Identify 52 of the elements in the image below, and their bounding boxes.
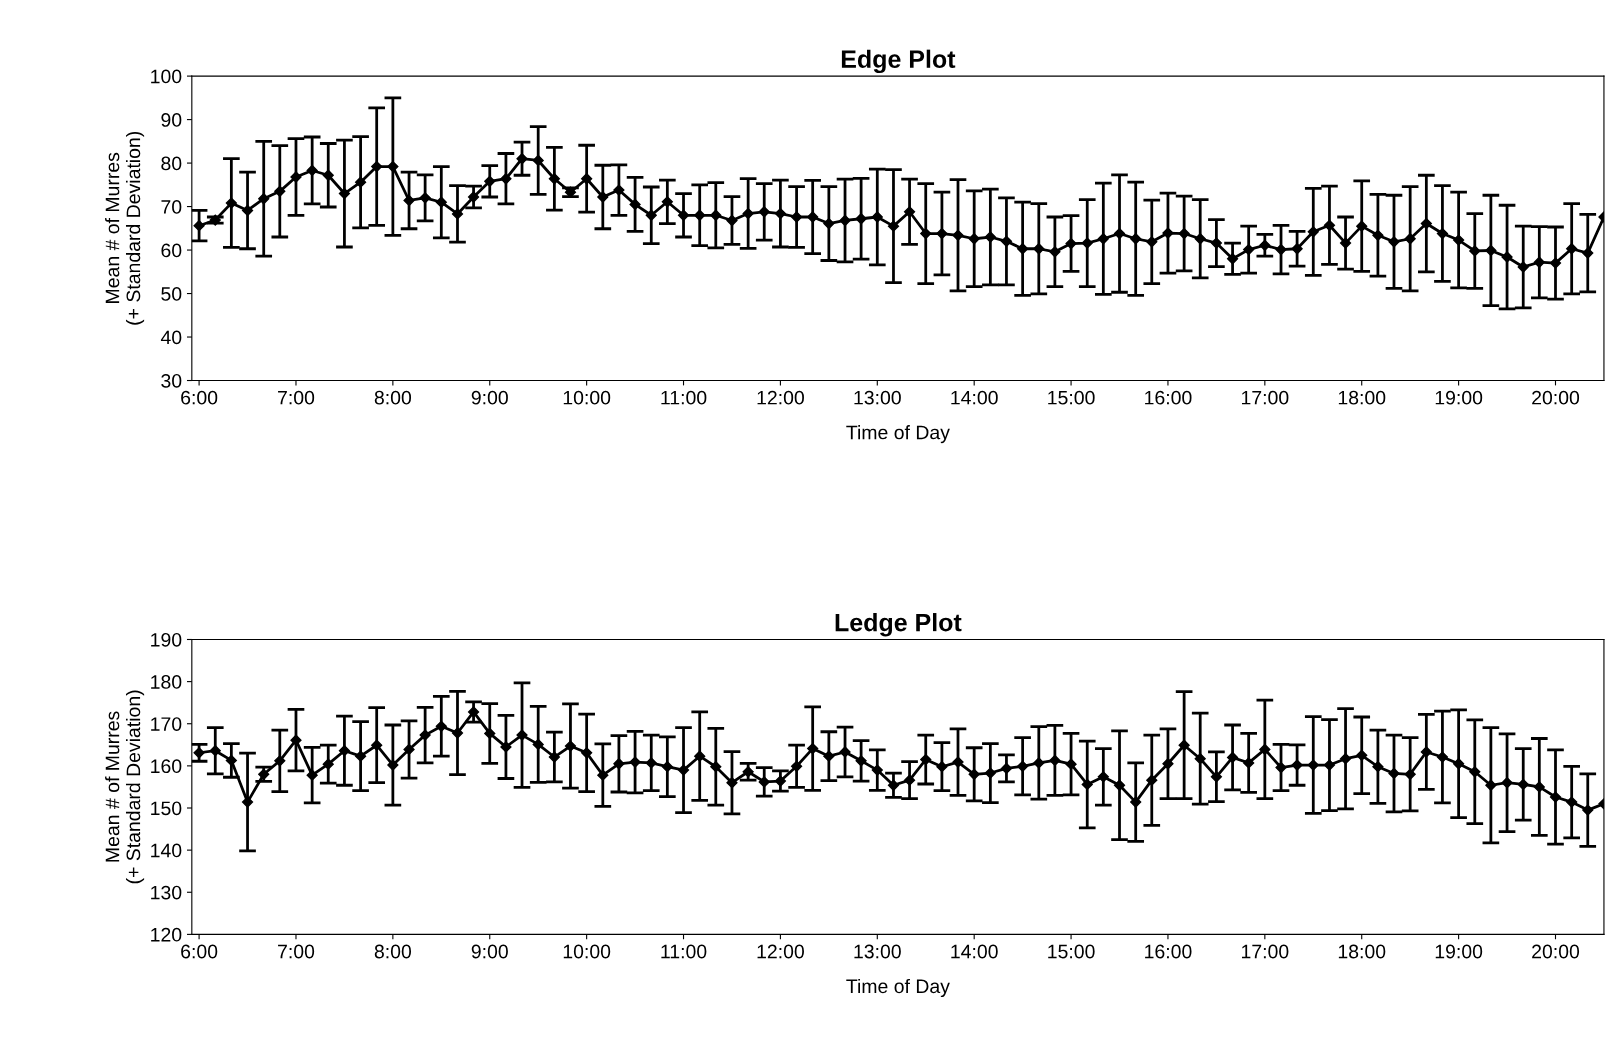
x-tick-label: 12:00 <box>757 944 804 959</box>
x-tick-label: 8:00 <box>374 390 412 405</box>
x-tick-label: 13:00 <box>854 390 901 405</box>
y-tick-label: 90 <box>161 113 182 127</box>
x-tick-label: 13:00 <box>854 944 901 959</box>
x-tick-label: 14:00 <box>951 944 998 959</box>
x-tick-label: 14:00 <box>951 390 998 405</box>
x-tick-label: 17:00 <box>1242 944 1289 959</box>
x-tick-label: 7:00 <box>278 390 315 405</box>
y-tick-label: 120 <box>151 927 182 942</box>
x-tick-label: 11:00 <box>661 390 707 405</box>
y-tick-label: 180 <box>151 675 182 689</box>
x-tick-label: 16:00 <box>1145 390 1192 405</box>
y-tick-label: 100 <box>151 69 182 84</box>
x-tick-label: 12:00 <box>757 390 804 405</box>
y-tick-label: 150 <box>151 801 182 816</box>
y-tick-label: 170 <box>151 717 182 731</box>
x-tick-label: 17:00 <box>1242 390 1289 405</box>
x-tick-label: 7:00 <box>278 944 315 959</box>
x-tick-label: 18:00 <box>1338 390 1386 405</box>
x-axis-title: Time of Day <box>846 978 950 998</box>
y-tick-label: 130 <box>151 885 182 900</box>
y-tick-label: 80 <box>161 156 182 171</box>
x-tick-label: 15:00 <box>1048 390 1095 405</box>
x-tick-label: 19:00 <box>1435 390 1483 405</box>
x-tick-label: 11:00 <box>661 944 707 959</box>
y-tick-label: 40 <box>160 330 182 345</box>
x-axis-title: Time of Day <box>846 425 950 444</box>
x-tick-label: 9:00 <box>471 944 508 959</box>
x-tick-label: 8:00 <box>374 944 412 959</box>
y-tick-label: 190 <box>151 632 182 647</box>
y-tick-label: 50 <box>161 287 182 301</box>
y-tick-label: 30 <box>161 373 182 388</box>
x-tick-label: 19:00 <box>1435 944 1483 959</box>
x-tick-label: 16:00 <box>1145 944 1192 959</box>
chart-title: Edge Plot <box>841 49 956 74</box>
y-tick-label: 140 <box>151 843 182 858</box>
y-tick-label: 70 <box>161 200 182 214</box>
x-tick-label: 10:00 <box>563 944 611 959</box>
y-tick-label: 160 <box>151 759 182 774</box>
x-tick-label: 9:00 <box>471 390 508 405</box>
x-tick-label: 6:00 <box>181 944 218 959</box>
x-tick-label: 20:00 <box>1532 390 1580 405</box>
y-tick-label: 60 <box>161 243 182 258</box>
y-axis-title: Mean # of Murres (+ Standard Deviation) <box>105 690 145 884</box>
x-tick-label: 6:00 <box>181 390 218 405</box>
x-tick-label: 18:00 <box>1338 944 1386 959</box>
x-tick-label: 15:00 <box>1048 944 1095 959</box>
x-tick-label: 20:00 <box>1532 944 1580 959</box>
chart-title: Ledge Plot <box>835 613 962 637</box>
x-tick-label: 10:00 <box>563 390 611 405</box>
y-axis-title: Mean # of Murres (+ Standard Deviation) <box>105 131 145 325</box>
